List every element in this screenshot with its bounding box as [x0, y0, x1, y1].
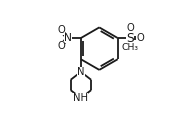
Text: O: O [136, 33, 144, 43]
Text: O: O [57, 25, 65, 35]
Text: O: O [126, 23, 134, 33]
Text: N: N [77, 67, 85, 77]
Text: NH: NH [73, 93, 88, 103]
Text: O: O [57, 41, 65, 51]
Text: N: N [64, 33, 72, 43]
Text: S: S [126, 32, 134, 45]
Text: CH₃: CH₃ [122, 43, 139, 52]
